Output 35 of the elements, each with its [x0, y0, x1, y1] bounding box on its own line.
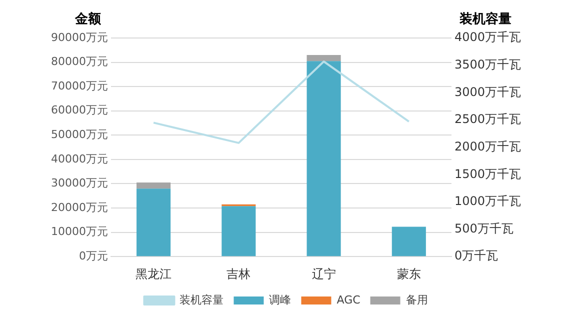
y2-tick-label: 2000万千瓦 — [454, 139, 522, 154]
y-tick-label: 90000万元 — [50, 30, 108, 44]
y-tick-label: 10000万元 — [50, 225, 108, 238]
y2-tick-label: 1500万千瓦 — [454, 166, 522, 181]
legend-label: 调峰 — [269, 293, 292, 306]
y2-tick-label: 0万千瓦 — [454, 248, 498, 263]
bar — [392, 226, 426, 256]
y-tick-label: 50000万元 — [50, 128, 108, 142]
y-tick-label: 30000万元 — [50, 176, 108, 190]
y2-tick-label: 4000万千瓦 — [454, 30, 522, 44]
y-tick-label: 20000万元 — [50, 200, 108, 214]
y-tick-label: 80000万元 — [50, 55, 108, 68]
bar — [136, 188, 171, 256]
legend-label: AGC — [336, 293, 361, 306]
bar — [306, 55, 341, 62]
x-tick-label: 黑龙江 — [136, 266, 172, 281]
legend-label: 装机容量 — [180, 293, 224, 306]
y-axis-title: 金额 — [74, 10, 102, 27]
legend-label: 备用 — [406, 293, 428, 306]
y2-tick-label: 2500万千瓦 — [454, 112, 522, 126]
bar — [136, 182, 171, 189]
y-tick-label: 0万元 — [78, 249, 108, 262]
x-tick-label: 吉林 — [226, 266, 251, 281]
y2-axis-title: 装机容量 — [458, 10, 512, 27]
bar — [306, 61, 341, 256]
x-tick-label: 辽宁 — [312, 266, 336, 281]
y2-tick-label: 500万千瓦 — [454, 221, 514, 236]
y2-tick-label: 3500万千瓦 — [454, 57, 522, 72]
x-tick-label: 蒙东 — [396, 266, 421, 281]
y2-tick-label: 1000万千瓦 — [454, 194, 522, 208]
y-tick-label: 60000万元 — [50, 104, 108, 117]
bar — [222, 206, 256, 256]
y2-tick-label: 3000万千瓦 — [454, 84, 522, 99]
y-tick-label: 70000万元 — [50, 79, 108, 92]
y-tick-label: 40000万元 — [50, 152, 108, 166]
